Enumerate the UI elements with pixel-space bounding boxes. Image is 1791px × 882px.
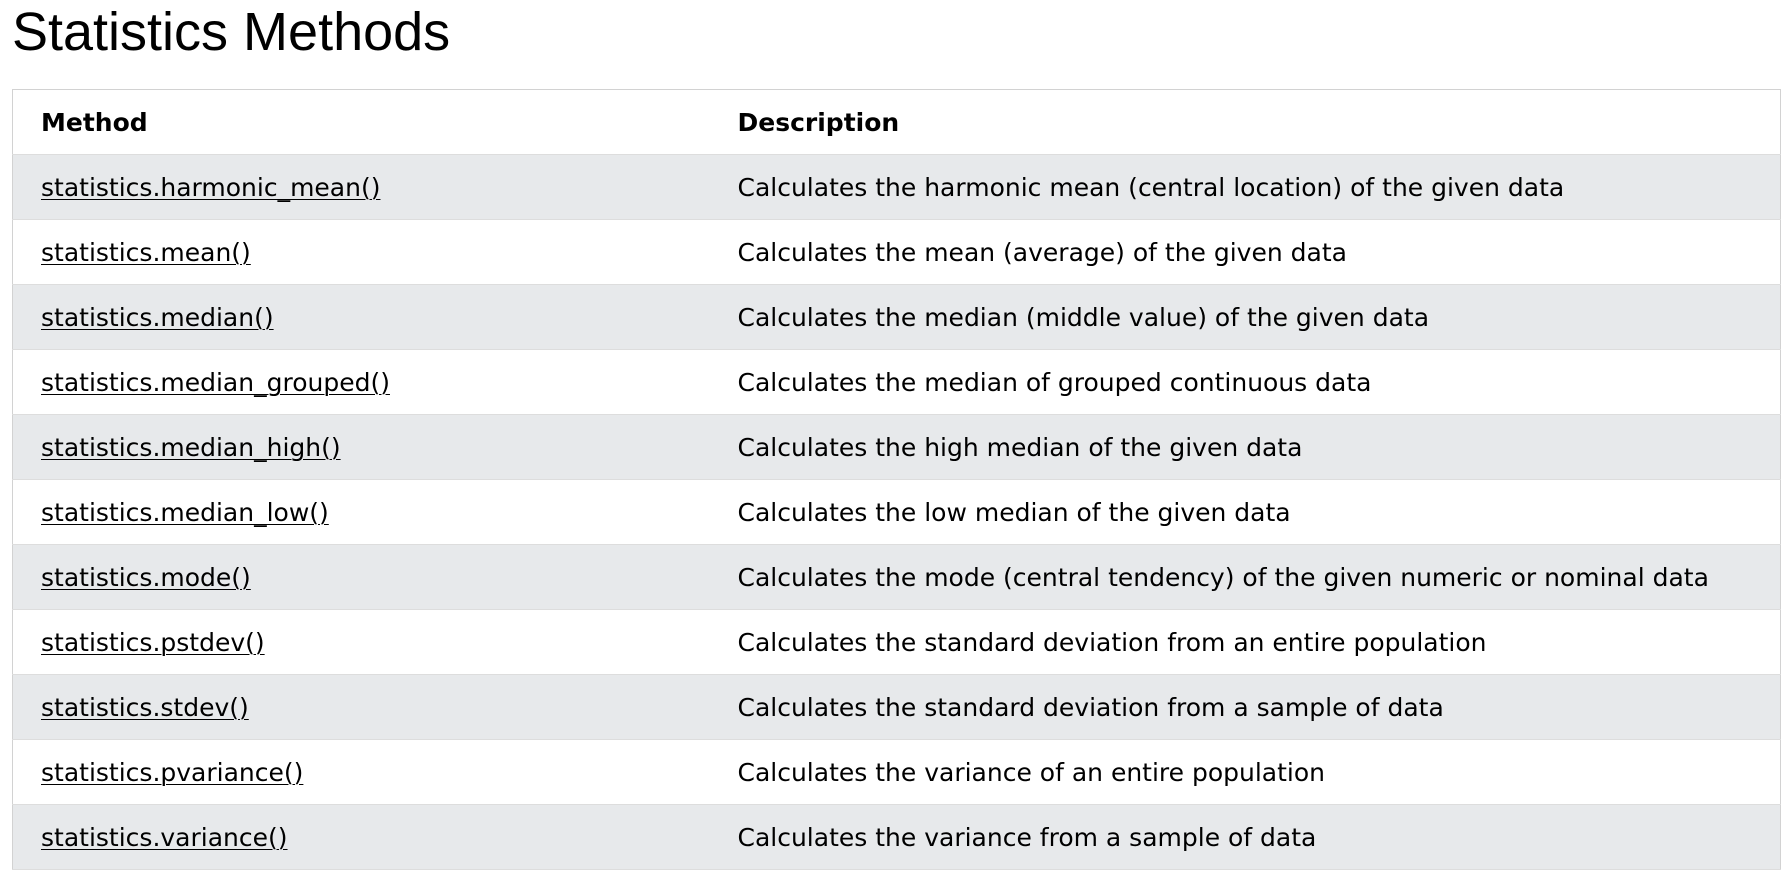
table-row: statistics.median() Calculates the media… (12, 284, 1781, 350)
description-cell: Calculates the median (middle value) of … (709, 284, 1781, 350)
description-cell: Calculates the harmonic mean (central lo… (709, 154, 1781, 220)
method-cell: statistics.median_high() (12, 414, 710, 480)
method-link-variance[interactable]: statistics.variance() (41, 822, 288, 852)
description-cell: Calculates the standard deviation from a… (709, 674, 1781, 740)
method-link-median[interactable]: statistics.median() (41, 302, 274, 332)
method-link-mean[interactable]: statistics.mean() (41, 237, 251, 267)
methods-table: Method Description statistics.harmonic_m… (12, 89, 1781, 870)
method-cell: statistics.pstdev() (12, 609, 710, 675)
table-row: statistics.median_low() Calculates the l… (12, 479, 1781, 545)
table-row: statistics.mean() Calculates the mean (a… (12, 219, 1781, 285)
method-link-median-high[interactable]: statistics.median_high() (41, 432, 341, 462)
description-cell: Calculates the variance of an entire pop… (709, 739, 1781, 805)
description-cell: Calculates the high median of the given … (709, 414, 1781, 480)
method-cell: statistics.mode() (12, 544, 710, 610)
description-cell: Calculates the low median of the given d… (709, 479, 1781, 545)
method-link-pstdev[interactable]: statistics.pstdev() (41, 627, 265, 657)
description-cell: Calculates the mode (central tendency) o… (709, 544, 1781, 610)
table-row: statistics.median_high() Calculates the … (12, 414, 1781, 480)
method-cell: statistics.stdev() (12, 674, 710, 740)
method-cell: statistics.median_low() (12, 479, 710, 545)
description-cell: Calculates the median of grouped continu… (709, 349, 1781, 415)
table-row: statistics.pvariance() Calculates the va… (12, 739, 1781, 805)
table-row: statistics.variance() Calculates the var… (12, 804, 1781, 870)
table-row: statistics.harmonic_mean() Calculates th… (12, 154, 1781, 220)
description-cell: Calculates the mean (average) of the giv… (709, 219, 1781, 285)
method-cell: statistics.mean() (12, 219, 710, 285)
table-header-row: Method Description (12, 89, 1781, 155)
column-header-description: Description (709, 89, 1781, 155)
table-row: statistics.median_grouped() Calculates t… (12, 349, 1781, 415)
method-link-mode[interactable]: statistics.mode() (41, 562, 251, 592)
method-link-pvariance[interactable]: statistics.pvariance() (41, 757, 304, 787)
method-cell: statistics.variance() (12, 804, 710, 870)
method-cell: statistics.harmonic_mean() (12, 154, 710, 220)
table-row: statistics.stdev() Calculates the standa… (12, 674, 1781, 740)
method-link-median-grouped[interactable]: statistics.median_grouped() (41, 367, 390, 397)
column-header-method: Method (12, 89, 710, 155)
table-row: statistics.pstdev() Calculates the stand… (12, 609, 1781, 675)
method-link-harmonic-mean[interactable]: statistics.harmonic_mean() (41, 172, 381, 202)
method-cell: statistics.median_grouped() (12, 349, 710, 415)
table-row: statistics.mode() Calculates the mode (c… (12, 544, 1781, 610)
method-link-median-low[interactable]: statistics.median_low() (41, 497, 329, 527)
method-link-stdev[interactable]: statistics.stdev() (41, 692, 249, 722)
method-cell: statistics.pvariance() (12, 739, 710, 805)
method-cell: statistics.median() (12, 284, 710, 350)
page-title: Statistics Methods (12, 2, 451, 62)
description-cell: Calculates the standard deviation from a… (709, 609, 1781, 675)
description-cell: Calculates the variance from a sample of… (709, 804, 1781, 870)
